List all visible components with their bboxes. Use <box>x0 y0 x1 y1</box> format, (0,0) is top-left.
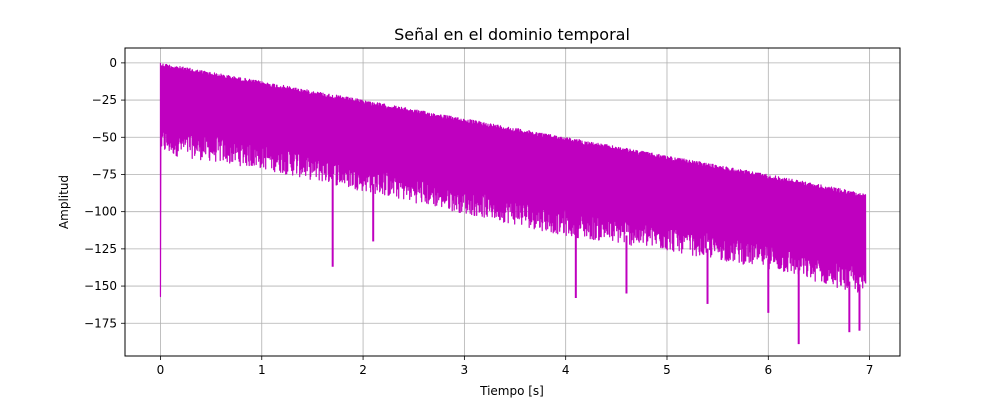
x-axis-label: Tiempo [s] <box>479 384 544 398</box>
x-tick-label: 2 <box>359 363 367 377</box>
x-tick-label: 1 <box>258 363 266 377</box>
y-tick-label: −150 <box>84 279 117 293</box>
x-tick-label: 4 <box>562 363 570 377</box>
plot-area <box>159 62 867 345</box>
y-tick-label: 0 <box>109 56 117 70</box>
x-tick-label: 0 <box>157 363 165 377</box>
y-tick-label: −100 <box>84 205 117 219</box>
x-tick-label: 3 <box>461 363 469 377</box>
x-tick-label: 5 <box>663 363 671 377</box>
y-ticks: 0 −25 −50 −75 −100 −125 −150 −175 <box>84 56 125 330</box>
y-tick-label: −75 <box>92 167 117 181</box>
chart-title: Señal en el dominio temporal <box>394 25 630 44</box>
x-tick-label: 6 <box>764 363 772 377</box>
y-axis-label: Amplitud <box>57 175 71 229</box>
y-tick-label: −50 <box>92 130 117 144</box>
y-tick-label: −175 <box>84 316 117 330</box>
x-ticks: 0 1 2 3 4 5 6 7 <box>157 356 874 377</box>
y-tick-label: −125 <box>84 242 117 256</box>
signal-series-line <box>159 62 867 298</box>
axes-frame <box>124 47 901 357</box>
x-tick-label: 7 <box>866 363 874 377</box>
y-tick-label: −25 <box>92 93 117 107</box>
